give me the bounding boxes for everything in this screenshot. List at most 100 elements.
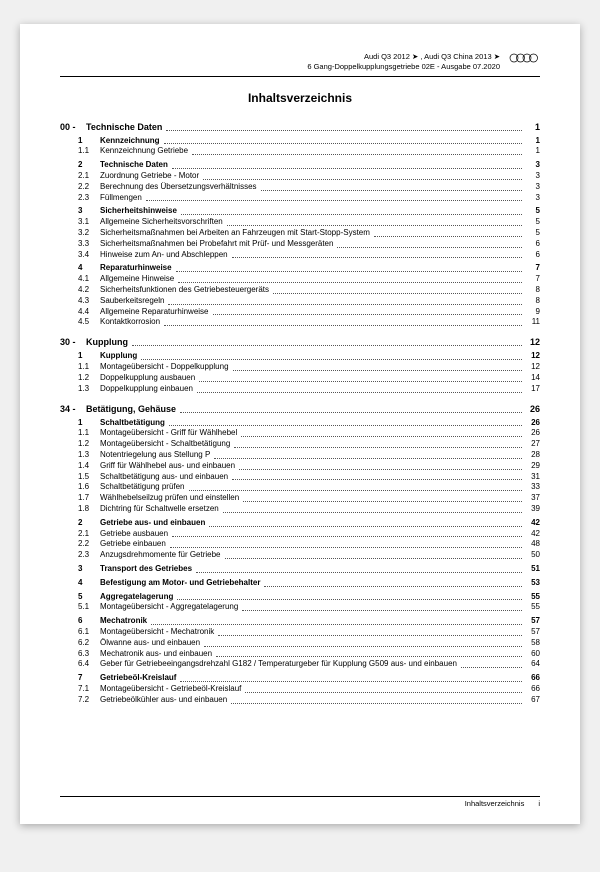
toc-line: 4Reparaturhinweise7 — [60, 263, 540, 274]
toc-line: 4.2Sicherheitsfunktionen des Getriebeste… — [60, 285, 540, 296]
toc-leader-dots — [164, 325, 522, 326]
toc-page-number: 3 — [524, 182, 540, 193]
toc-leader-dots — [374, 236, 522, 237]
toc-page-number: 26 — [524, 418, 540, 429]
toc-number: 3.4 — [78, 250, 100, 261]
toc-line: 2.2Berechnung des Übersetzungsverhältnis… — [60, 182, 540, 193]
toc-leader-dots — [170, 547, 522, 548]
toc-leader-dots — [232, 479, 522, 480]
toc-line: 2Technische Daten 3 — [60, 160, 540, 171]
toc-label: Ölwanne aus- und einbauen — [100, 638, 202, 649]
toc-number: 1.3 — [78, 384, 100, 395]
toc-label: Mechatronik — [100, 616, 149, 627]
toc-label: Montageübersicht - Mechatronik — [100, 627, 216, 638]
toc-line: 3.2Sicherheitsmaßnahmen bei Arbeiten an … — [60, 228, 540, 239]
toc-page-number: 5 — [524, 206, 540, 217]
toc-label: Dichtring für Schaltwelle ersetzen — [100, 504, 221, 515]
toc-label: Mechatronik aus- und einbauen — [100, 649, 214, 660]
header-line-2: 6 Gang-Doppelkupplungsgetriebe 02E - Aus… — [307, 62, 500, 72]
toc-line: 1Schaltbetätigung26 — [60, 418, 540, 429]
toc-line: 6.3Mechatronik aus- und einbauen60 — [60, 649, 540, 660]
toc-number: 7 — [78, 673, 100, 684]
toc-line: 1.1Kennzeichnung Getriebe1 — [60, 146, 540, 157]
toc-line: 7Getriebeöl-Kreislauf66 — [60, 673, 540, 684]
toc-line: 4Befestigung am Motor- und Getriebehalte… — [60, 578, 540, 589]
toc-number: 1.7 — [78, 493, 100, 504]
toc-line: 1.6Schaltbetätigung prüfen33 — [60, 482, 540, 493]
toc-number: 1.1 — [78, 428, 100, 439]
toc-number: 7.2 — [78, 695, 100, 706]
toc-number: 6.1 — [78, 627, 100, 638]
toc-leader-dots — [146, 200, 522, 201]
header-line-1: Audi Q3 2012 ➤ , Audi Q3 China 2013 ➤ — [307, 52, 500, 62]
toc-line: 1.2Montageübersicht - Schaltbetätigung27 — [60, 439, 540, 450]
toc-line: 4.3Sauberkeitsregeln8 — [60, 296, 540, 307]
toc-label: Technische Daten — [86, 121, 164, 133]
toc-label: Technische Daten — [100, 160, 170, 171]
toc-number: 5.1 — [78, 602, 100, 613]
toc-label: Montageübersicht - Griff für Wählhebel — [100, 428, 239, 439]
toc-label: Füllmengen — [100, 193, 144, 204]
toc-number: 1 — [78, 351, 100, 362]
toc-number: 2 — [78, 160, 100, 171]
toc-line: 34 -Betätigung, Gehäuse26 — [60, 403, 540, 415]
toc-page-number: 33 — [524, 482, 540, 493]
toc-label: Wählhebelseilzug prüfen und einstellen — [100, 493, 241, 504]
toc-page-number: 37 — [524, 493, 540, 504]
toc-page-number: 6 — [524, 250, 540, 261]
toc-label: Montageübersicht - Aggregatelagerung — [100, 602, 240, 613]
toc-page-number: 26 — [524, 403, 540, 415]
toc-number: 4 — [78, 263, 100, 274]
toc-label: Zuordnung Getriebe - Motor — [100, 171, 201, 182]
toc-leader-dots — [176, 271, 522, 272]
toc-label: Allgemeine Hinweise — [100, 274, 176, 285]
toc-number: 1.1 — [78, 146, 100, 157]
toc-leader-dots — [180, 681, 522, 682]
toc-line: 1.3Doppelkupplung einbauen17 — [60, 384, 540, 395]
toc-line: 4.4Allgemeine Reparaturhinweise9 — [60, 307, 540, 318]
toc-leader-dots — [189, 490, 522, 491]
footer-label: Inhaltsverzeichnis — [465, 799, 525, 808]
toc-page-number: 39 — [524, 504, 540, 515]
toc-number: 2.1 — [78, 171, 100, 182]
toc-line: 2.3Anzugsdrehmomente für Getriebe50 — [60, 550, 540, 561]
toc-line: 5.1Montageübersicht - Aggregatelagerung 5… — [60, 602, 540, 613]
toc-number: 3 — [78, 564, 100, 575]
toc-page-number: 57 — [524, 616, 540, 627]
toc-label: Getriebeöl-Kreislauf — [100, 673, 178, 684]
toc-page-number: 31 — [524, 472, 540, 483]
toc-page-number: 26 — [524, 428, 540, 439]
toc-line: 2.1Zuordnung Getriebe - Motor 3 — [60, 171, 540, 182]
toc-line: 1.2Doppelkupplung ausbauen14 — [60, 373, 540, 384]
toc-leader-dots — [151, 624, 522, 625]
toc-label: Schaltbetätigung — [100, 418, 167, 429]
toc-page-number: 3 — [524, 160, 540, 171]
toc-page-number: 5 — [524, 217, 540, 228]
toc-label: Kupplung — [100, 351, 139, 362]
toc-line: 1Kennzeichnung1 — [60, 136, 540, 147]
toc-page-number: 12 — [524, 351, 540, 362]
toc-leader-dots — [227, 225, 522, 226]
toc-label: Sicherheitsmaßnahmen bei Probefahrt mit … — [100, 239, 335, 250]
toc-page-number: 66 — [524, 684, 540, 695]
toc-leader-dots — [337, 247, 522, 248]
toc-page-number: 3 — [524, 171, 540, 182]
toc-page-number: 5 — [524, 228, 540, 239]
toc-label: Befestigung am Motor- und Getriebehalter — [100, 578, 262, 589]
toc-leader-dots — [192, 154, 522, 155]
toc-label: Kennzeichnung Getriebe — [100, 146, 190, 157]
toc-page-number: 50 — [524, 550, 540, 561]
toc-page-number: 67 — [524, 695, 540, 706]
toc-label: Montageübersicht - Schaltbetätigung — [100, 439, 232, 450]
toc-line: 5Aggregatelagerung55 — [60, 592, 540, 603]
toc-label: Aggregatelagerung — [100, 592, 175, 603]
toc-page-number: 3 — [524, 193, 540, 204]
toc-number: 34 - — [60, 403, 86, 415]
toc-leader-dots — [203, 179, 522, 180]
toc-number: 2.1 — [78, 529, 100, 540]
toc-number: 1.1 — [78, 362, 100, 373]
toc-page-number: 7 — [524, 274, 540, 285]
toc-page-number: 55 — [524, 602, 540, 613]
toc-leader-dots — [172, 168, 522, 169]
toc-page-number: 53 — [524, 578, 540, 589]
